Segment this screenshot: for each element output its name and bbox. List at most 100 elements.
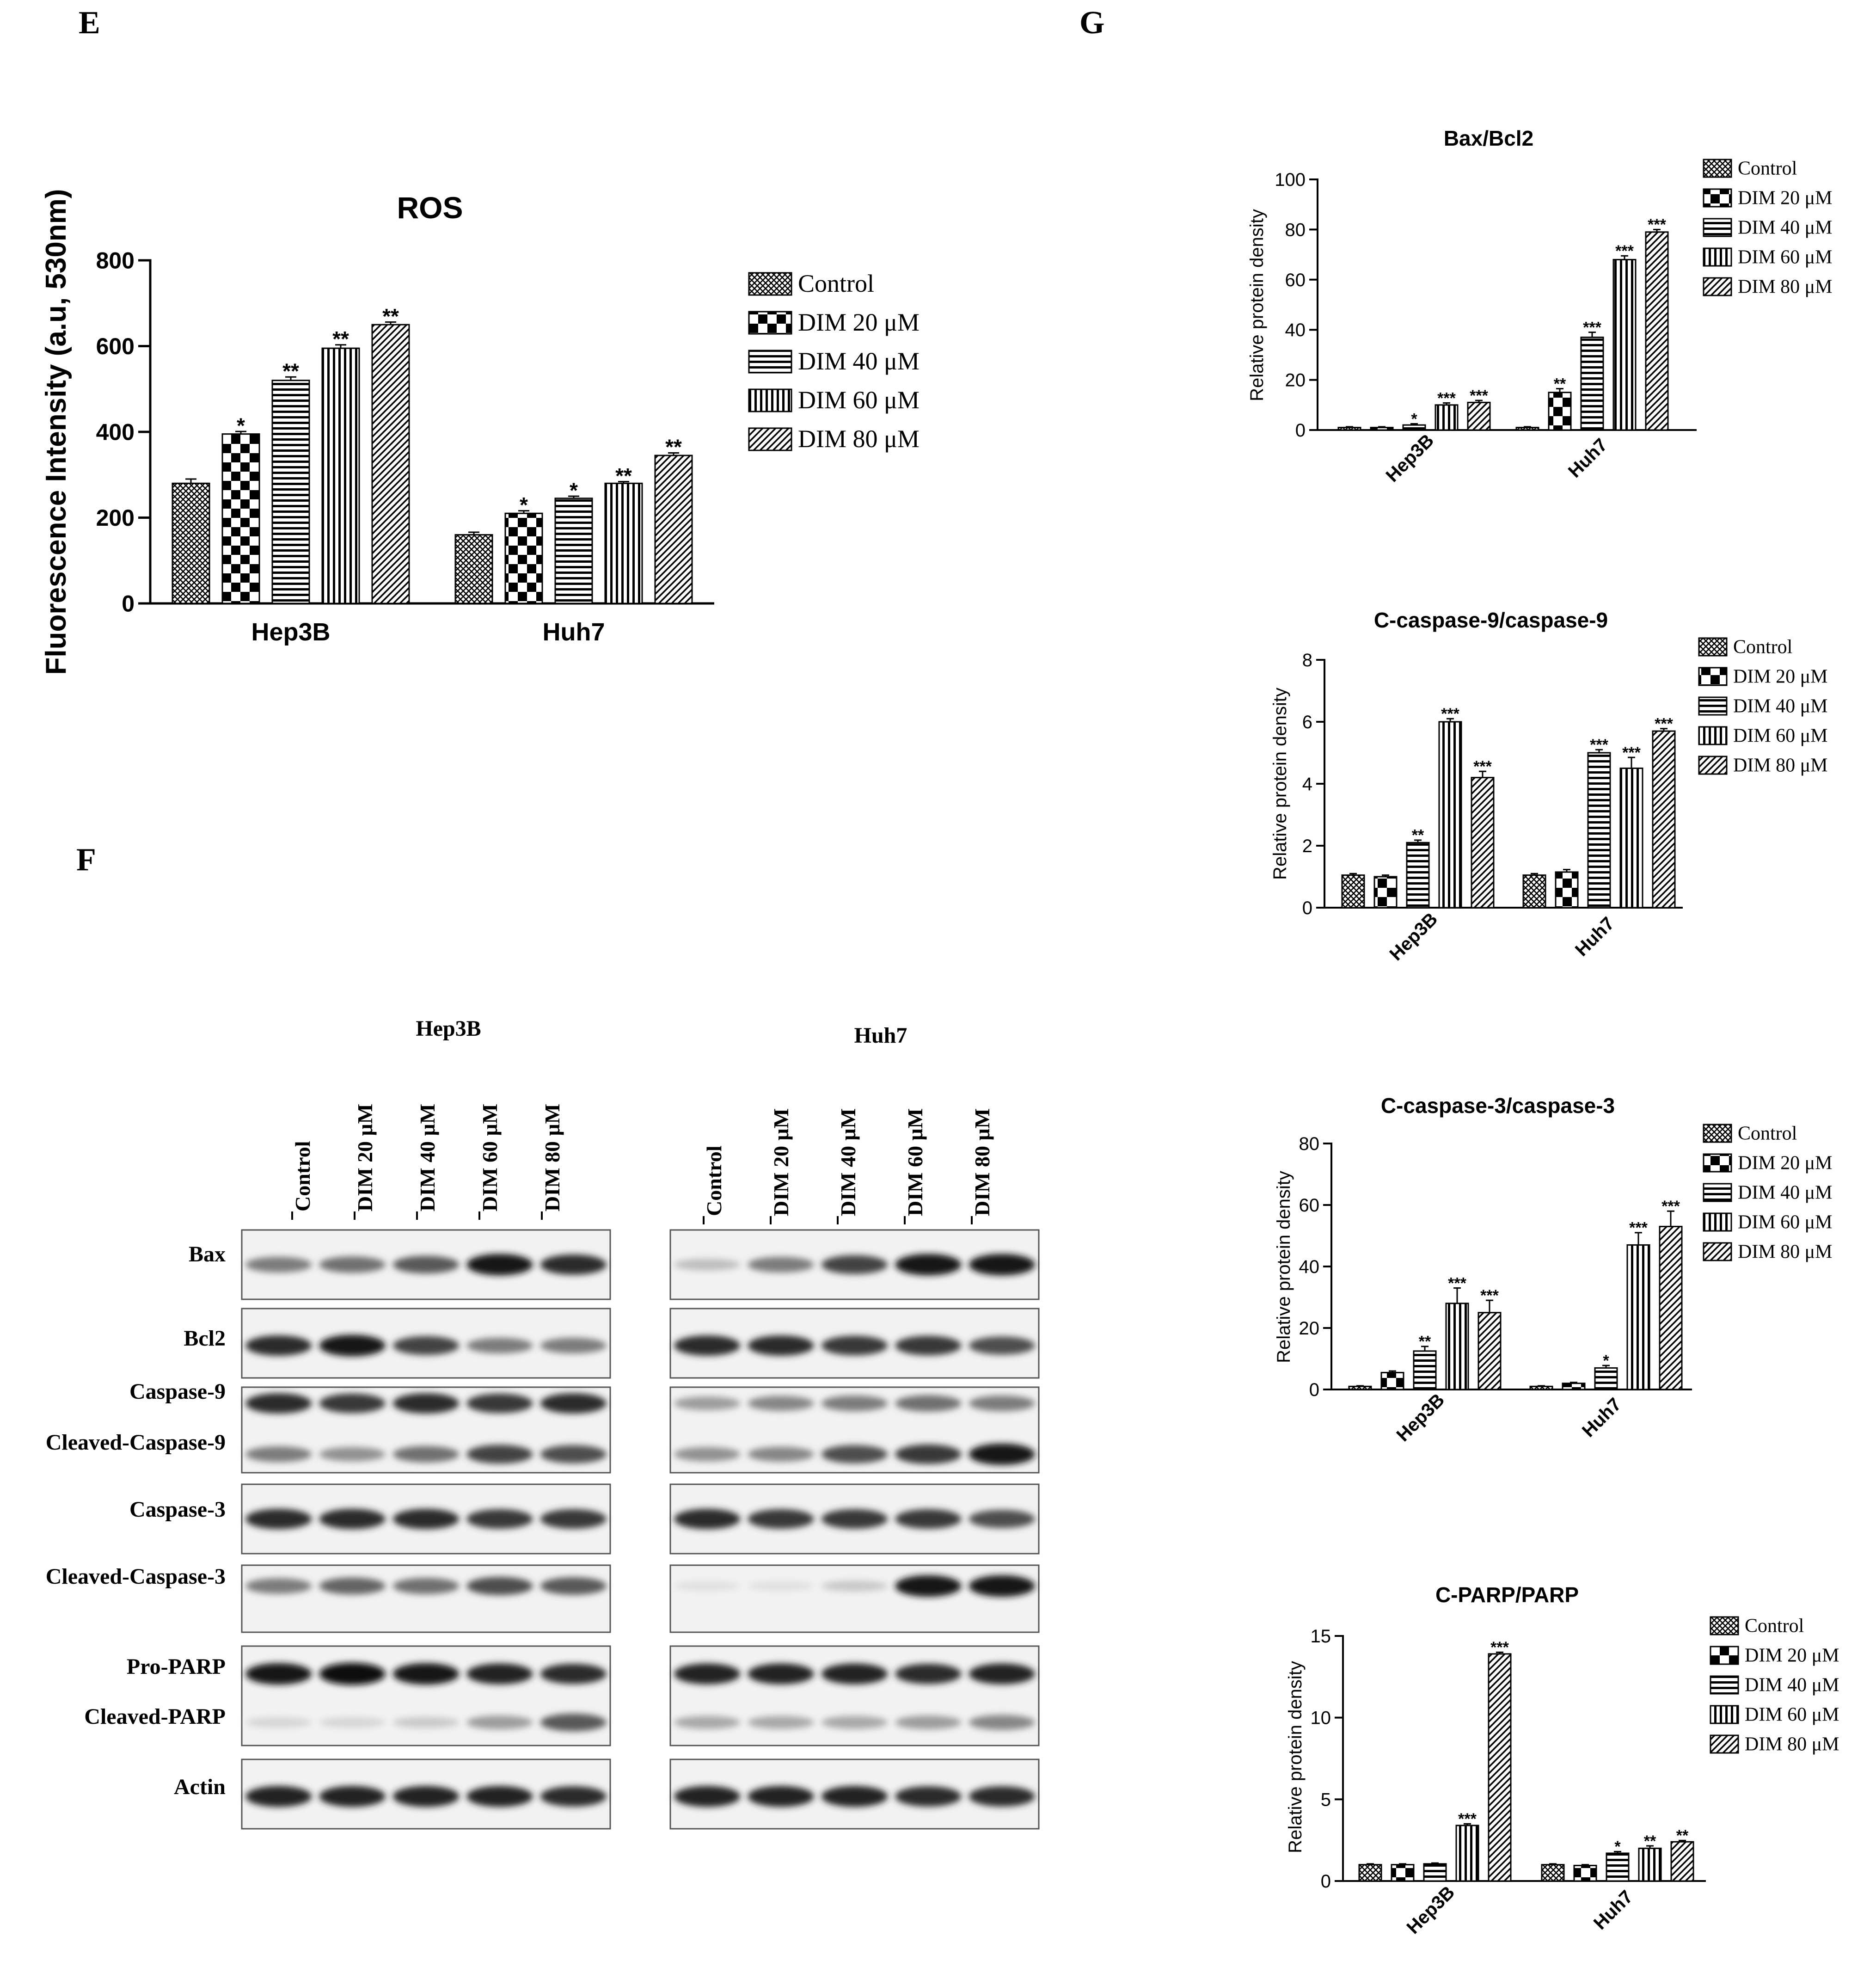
y-tick-label: 0	[1295, 420, 1306, 441]
y-tick-label: 40	[1285, 320, 1306, 340]
blot-band	[466, 1254, 533, 1276]
blot-band	[245, 1717, 312, 1728]
lane-label: DIM 80 μM	[970, 1108, 994, 1216]
y-tick-label: 600	[96, 333, 135, 359]
legend-swatch	[748, 388, 792, 412]
blot-band	[392, 1509, 460, 1529]
legend-label: DIM 80 μM	[1738, 1241, 1833, 1262]
bar	[1337, 427, 1361, 431]
blot-band	[540, 1445, 607, 1463]
bar	[1606, 1852, 1630, 1882]
y-tick-label: 100	[1275, 170, 1306, 190]
blot-band	[319, 1663, 386, 1685]
y-tick-label: 40	[1299, 1257, 1320, 1277]
panel-letter-f: F	[76, 842, 96, 878]
category-label: Huh7	[1571, 913, 1619, 960]
legend-swatch	[1703, 1212, 1732, 1232]
blot-band	[319, 1786, 386, 1807]
blot-band	[392, 1446, 460, 1463]
y-axis-label: Fluorescence Intensity (a.u, 530nm)	[40, 189, 72, 675]
significance-marker: *	[237, 413, 245, 437]
blot-band	[895, 1509, 962, 1529]
blot-band	[821, 1255, 888, 1274]
legend-label: DIM 20 μM	[1738, 1152, 1833, 1174]
bar	[1573, 1864, 1597, 1882]
bar	[604, 482, 643, 604]
blot-band	[466, 1577, 533, 1595]
legend-swatch	[1710, 1616, 1739, 1635]
bar	[1515, 427, 1539, 431]
legend-swatch	[1703, 188, 1732, 208]
chart-bax: Bax/Bcl2 Relative protein density 0 20 40 60 8…	[1247, 126, 1833, 486]
blot-band	[895, 1664, 962, 1684]
blot-band	[245, 1257, 312, 1272]
bar	[1478, 1312, 1502, 1390]
legend-swatch	[1710, 1646, 1739, 1665]
blot-band	[748, 1509, 814, 1529]
significance-marker: ***	[1480, 1287, 1499, 1304]
bar	[1594, 1367, 1618, 1390]
significance-marker: ***	[1441, 705, 1459, 723]
significance-marker: ***	[1622, 744, 1641, 762]
blot-band	[466, 1338, 533, 1353]
chart-parp: C-PARP/PARP Relative protein density 0 5 10 1…	[1285, 1583, 1839, 1938]
significance-marker: **	[615, 464, 632, 488]
significance-marker: ***	[1458, 1810, 1477, 1828]
legend-swatch	[1703, 1242, 1732, 1261]
bar	[554, 498, 593, 604]
blot-band	[821, 1509, 888, 1529]
significance-marker: ***	[1655, 715, 1673, 733]
blot-band	[821, 1786, 888, 1807]
y-tick-label: 15	[1311, 1626, 1331, 1647]
legend-label: Control	[1745, 1615, 1804, 1636]
chart-title: C-caspase-9/caspase-9	[1374, 608, 1608, 632]
bar	[1670, 1841, 1694, 1882]
significance-marker: **	[1412, 827, 1424, 844]
blot-band	[821, 1445, 888, 1463]
bar	[1471, 777, 1495, 909]
protein-label: Actin	[174, 1775, 226, 1799]
blot-Hep3B: Hep3B Control DIM 20 μM DIM 40 μM DIM 60 μM D…	[241, 1016, 611, 1830]
legend-swatch	[1703, 1124, 1732, 1143]
blot-band	[319, 1717, 386, 1728]
lane-label: Control	[291, 1141, 314, 1212]
legend-label: DIM 60 μM	[1745, 1704, 1839, 1725]
panel-letter-g: G	[1079, 5, 1105, 41]
y-tick-label: 60	[1299, 1195, 1320, 1216]
blot-band	[969, 1663, 1036, 1684]
blot-band	[969, 1254, 1036, 1276]
blot-band	[245, 1509, 312, 1529]
legend-label: DIM 40 μM	[1733, 695, 1828, 717]
chart-title: C-caspase-3/caspase-3	[1381, 1094, 1615, 1118]
bar	[1638, 1847, 1662, 1882]
bar	[1391, 1864, 1415, 1882]
significance-marker: *	[1603, 1352, 1609, 1370]
bar	[371, 324, 410, 604]
blot-band	[895, 1575, 962, 1597]
legend-swatch	[748, 350, 792, 374]
bar	[1358, 1864, 1382, 1882]
blot-band	[821, 1663, 888, 1684]
legend-label: DIM 40 μM	[798, 347, 920, 375]
legend-swatch	[1698, 667, 1728, 686]
chart-casp9: C-caspase-9/caspase-9 Relative protein de…	[1270, 608, 1828, 965]
protein-label: Caspase-3	[129, 1497, 226, 1522]
legend-swatch	[1698, 756, 1728, 775]
blot-band	[969, 1443, 1036, 1465]
blot-band	[245, 1786, 312, 1807]
bar	[1562, 1383, 1586, 1390]
protein-label: Cleaved-PARP	[84, 1704, 226, 1729]
chart-title: Bax/Bcl2	[1444, 126, 1533, 150]
blot-band	[392, 1578, 460, 1594]
chart-title: ROS	[397, 191, 463, 225]
significance-marker: ***	[1648, 216, 1666, 234]
legend-swatch	[1698, 726, 1728, 745]
chart-title: C-PARP/PARP	[1435, 1583, 1579, 1607]
significance-marker: **	[332, 327, 349, 351]
bar	[1659, 1226, 1683, 1390]
y-tick-label: 0	[1321, 1871, 1331, 1892]
y-axis-label: Relative protein density	[1270, 688, 1290, 880]
significance-marker: *	[520, 493, 528, 517]
bar	[504, 512, 543, 604]
legend-label: DIM 60 μM	[1738, 1211, 1833, 1233]
